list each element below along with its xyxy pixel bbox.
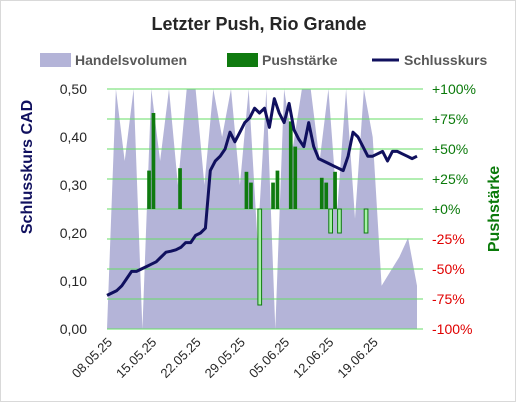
push-bar [324,182,329,209]
push-bar [275,170,280,209]
left-tick-label: 0,50 [60,81,87,97]
push-bar [249,182,253,209]
push-bar [337,208,342,234]
push-bar [328,208,333,234]
push-bar [288,121,293,209]
right-tick-label: -25% [432,231,465,247]
push-bar [271,182,275,209]
legend-label-volume: Handelsvolumen [75,52,187,68]
push-bar [244,171,249,209]
push-layer [147,113,369,306]
right-tick-label: -50% [432,261,465,277]
push-bar [319,177,324,209]
legend-label-push: Pushstärke [262,52,338,68]
left-tick-label: 0,40 [60,129,87,145]
right-tick-label: -100% [432,321,472,337]
legend-swatch-volume [40,53,71,67]
left-axis-ticks: 0,00 0,10 0,20 0,30 0,40 0,50 [60,81,87,337]
x-tick-label: 29.05.25 [202,335,248,381]
right-axis-label: Pushstärke [486,166,503,252]
push-bar [363,208,369,234]
left-tick-label: 0,10 [60,273,87,289]
x-tick-label: 15.05.25 [113,335,159,381]
right-tick-label: +25% [432,171,468,187]
push-bar [257,208,263,306]
x-tick-label: 12.06.25 [290,335,336,381]
legend-label-close: Schlusskurs [404,52,487,68]
left-tick-label: 0,20 [60,225,87,241]
x-tick-label: 22.05.25 [157,335,203,381]
left-tick-label: 0,30 [60,177,87,193]
push-bar [293,146,298,209]
x-tick-label: 08.05.25 [69,335,115,381]
left-axis-label: Schlusskurs CAD [19,100,36,234]
grid-layer [107,88,423,330]
x-axis-ticks: 08.05.2515.05.2522.05.2529.05.2505.06.25… [69,335,381,381]
legend-swatch-push [227,53,258,67]
right-tick-label: +100% [432,81,476,97]
push-bar [333,171,337,209]
right-axis-ticks: +100% +75% +50% +25% +0% -25% -50% -75% -100% [432,81,476,337]
x-tick-label: 19.06.25 [334,335,380,381]
right-tick-label: +50% [432,141,468,157]
push-bar [147,170,151,209]
push-bar [178,168,182,209]
right-tick-label: -75% [432,291,465,307]
right-tick-label: +75% [432,111,468,127]
chart-title: Letzter Push, Rio Grande [151,14,366,34]
left-tick-label: 0,00 [60,321,87,337]
close-price-line [106,97,418,297]
close-line-layer [106,97,418,297]
legend: Handelsvolumen Pushstärke Schlusskurs [40,52,487,68]
x-tick-label: 05.06.25 [246,335,292,381]
push-bar [151,113,156,209]
right-tick-label: +0% [432,201,460,217]
